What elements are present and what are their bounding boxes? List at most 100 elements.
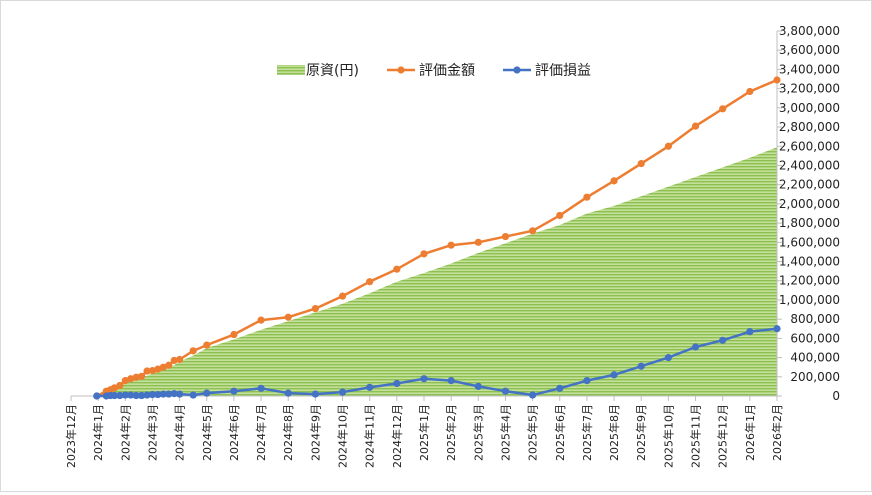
data-point [176,390,184,398]
data-point [447,377,455,385]
data-point [138,372,146,380]
y-tick-label: 2,000,000 [779,197,840,211]
y-tick-label: 800,000 [790,312,840,326]
data-point [583,377,591,385]
x-tick-label: 2024年4月 [173,404,187,461]
axes-layer: 2023年12月 2024年1月 2024年2月 2024年3月 2024年4月 2024… [64,24,840,468]
data-point [148,390,157,399]
data-point [284,389,292,397]
data-point [556,384,564,392]
x-tick-label: 2024年5月 [200,404,214,461]
y-tick-label: 200,000 [790,370,840,384]
data-point [257,384,265,392]
data-point [116,391,124,400]
y-tick-label: 1,800,000 [779,216,840,230]
x-tick-label: 2025年3月 [471,404,485,461]
area-layer [96,147,778,396]
y-tick-label: 600,000 [790,331,840,345]
x-tick-label: 2024年11月 [363,404,377,468]
data-point [529,391,537,399]
data-point [176,355,184,364]
y-tick-label: 1,000,000 [779,293,840,307]
legend-swatch-marker [513,66,521,74]
data-point [230,330,238,339]
data-point [284,313,292,321]
x-tick-label: 2025年5月 [526,404,540,461]
data-point [165,390,173,398]
data-point [664,142,672,150]
data-point [138,391,146,400]
data-point [159,363,167,371]
data-point [148,366,157,375]
x-tick-label: 2025年10月 [661,404,675,468]
data-point [447,241,455,249]
data-point [154,365,162,373]
data-point [773,325,781,333]
data-point [127,391,135,399]
x-tick-label: 2025年11月 [689,404,703,468]
data-point [143,391,151,399]
data-point [143,367,151,375]
y-tick-label: 1,400,000 [779,255,840,269]
data-point [773,76,781,84]
data-point [121,377,129,385]
data-point [189,391,197,399]
x-tick-label: 2025年7月 [580,404,594,461]
y-tick-label: 1,600,000 [779,235,840,249]
legend-swatch-area [277,65,305,75]
data-point [637,362,645,370]
data-point [338,388,347,396]
data-point [366,278,374,286]
y-tick-label: 2,200,000 [779,178,840,192]
y-tick-label: 3,400,000 [779,62,840,76]
x-tick-label: 2024年8月 [281,404,295,461]
x-tick-label: 2024年6月 [227,404,241,461]
data-point [116,381,124,390]
x-tick-label: 2025年9月 [634,404,648,461]
x-tick-label: 2025年2月 [444,404,458,461]
data-point [501,387,510,395]
y-tick-label: 3,200,000 [779,82,840,96]
data-point [154,390,162,399]
data-point [170,356,178,365]
data-point [474,382,482,390]
data-point [664,353,672,362]
data-point [257,316,265,324]
data-point [501,232,510,241]
x-tick-label: 2023年12月 [64,404,78,468]
lines-layer [93,76,781,400]
y-tick-label: 2,400,000 [779,158,840,172]
data-point [203,341,211,349]
y-tick-label: 3,000,000 [779,101,840,115]
data-point [420,375,428,383]
data-point [691,343,700,351]
x-tick-label: 2025年12月 [716,404,730,468]
data-point [189,347,197,355]
y-tick-label: 3,600,000 [779,43,840,57]
y-tick-label: 0 [832,389,840,403]
data-point [132,373,140,381]
x-tick-label: 2024年3月 [145,404,159,461]
x-tick-label: 2024年7月 [254,404,268,461]
data-point [132,391,140,400]
x-tick-label: 2025年1月 [417,404,431,461]
line-series-1 [93,76,781,400]
data-point [529,227,537,235]
x-tick-label: 2024年1月 [91,404,105,461]
data-point [719,105,727,113]
area-series-genshi [96,147,778,396]
legend: 原資(円) 評価金額 評価損益 [277,63,591,79]
x-tick-label: 2026年1月 [743,404,757,461]
data-point [110,384,119,392]
data-point [165,361,173,369]
data-point [610,371,618,379]
data-point [583,193,591,201]
data-point [93,392,101,400]
data-point [637,159,645,168]
x-tick-label: 2024年12月 [390,404,404,468]
data-point [203,389,211,397]
legend-label: 原資(円) [306,63,359,79]
data-point [159,390,167,398]
